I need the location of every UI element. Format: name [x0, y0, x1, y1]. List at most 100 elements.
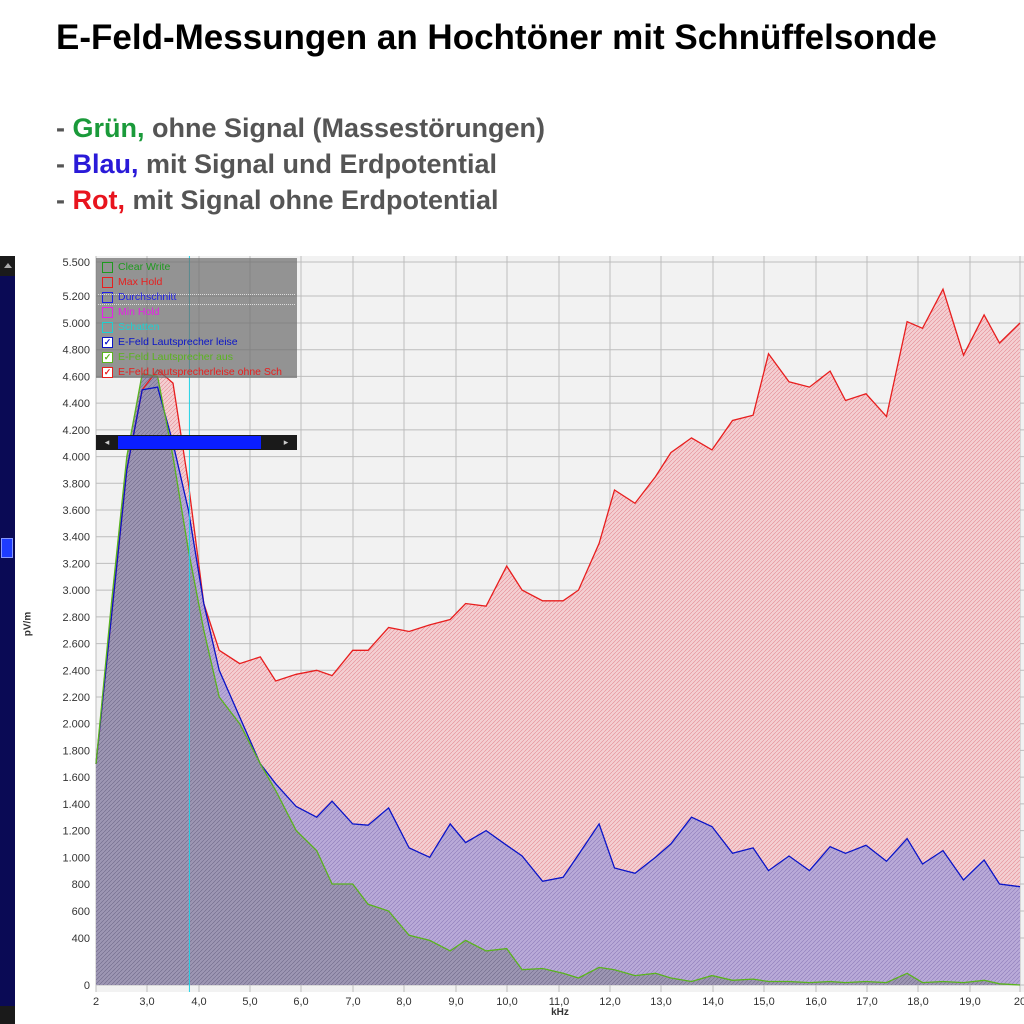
legend-label: E-Feld Lautsprecherleise ohne Sch	[118, 366, 283, 378]
legend-label: Min Hold	[118, 306, 160, 318]
legend-checkbox[interactable]: ✓	[102, 351, 113, 363]
y-tick-label: 4.600	[62, 371, 90, 383]
scroll-down-button[interactable]	[0, 1006, 15, 1024]
legend-separator	[98, 304, 295, 305]
bullet-prefix: -	[56, 113, 73, 143]
series-areas	[96, 289, 1020, 986]
y-tick-label: 400	[72, 933, 90, 945]
y-tick-labels: 0 400 600 800 1.000 1.200 1.400 1.600 1.800 2.000…	[62, 257, 90, 992]
y-tick-label: 4.200	[62, 425, 90, 437]
bullet-prefix: -	[56, 185, 73, 215]
chart-legend: Clear Write Max Hold Durchschnitt Min Hold S…	[96, 258, 297, 378]
y-tick-label: 3.600	[62, 505, 90, 517]
series-line	[95, 373, 1021, 986]
x-tick-label: 2	[93, 996, 99, 1008]
legend-label: Max Hold	[118, 276, 163, 288]
slider-thumb[interactable]	[118, 436, 261, 449]
x-tick-label: 18,0	[907, 996, 928, 1008]
y-tick-label: 800	[72, 879, 90, 891]
bullet-prefix: -	[56, 149, 73, 179]
legend-checkbox[interactable]	[102, 261, 113, 273]
y-tick-label: 1.800	[62, 745, 90, 757]
scrollbar-thumb[interactable]	[1, 538, 13, 558]
y-tick-label: 3.000	[62, 585, 90, 597]
bullet-text: mit Signal und Erdpotential	[138, 149, 498, 179]
y-tick-label: 4.400	[62, 398, 90, 410]
bullet-blue: - Blau, mit Signal und Erdpotential	[56, 149, 497, 180]
y-tick-label: 2.800	[62, 612, 90, 624]
vertical-scrollbar[interactable]	[0, 256, 15, 1024]
x-tick-label: 13,0	[650, 996, 671, 1008]
legend-label: Clear Write	[118, 261, 171, 273]
y-tick-label: 1.600	[62, 772, 90, 784]
legend-item[interactable]: ✓ E-Feld Lautsprecher aus	[102, 350, 233, 364]
bullet-green: - Grün, ohne Signal (Massestörungen)	[56, 113, 545, 144]
x-tick-label: 14,0	[702, 996, 723, 1008]
legend-label: E-Feld Lautsprecher leise	[118, 336, 238, 348]
x-tick-label: 10,0	[496, 996, 517, 1008]
series-lines	[95, 287, 1021, 986]
legend-label: Schatten	[118, 321, 160, 333]
x-tick-label: 9,0	[448, 996, 463, 1008]
legend-checkbox[interactable]	[102, 276, 113, 288]
y-tick-label: 1.400	[62, 799, 90, 811]
x-tick-label: 16,0	[805, 996, 826, 1008]
y-tick-label: 1.200	[62, 826, 90, 838]
bullet-text: mit Signal ohne Erdpotential	[124, 185, 499, 215]
x-tick-label: 12,0	[599, 996, 620, 1008]
y-tick-label: 1.000	[62, 852, 90, 864]
legend-item[interactable]: Min Hold	[102, 305, 159, 319]
x-tick-label: 7,0	[345, 996, 360, 1008]
legend-label: Durchschnitt	[118, 291, 177, 303]
bullet-keyword: Grün,	[72, 113, 145, 143]
y-tick-label: 5.200	[62, 291, 90, 303]
x-tick-labels: 2 3,0 4,0 5,0 6,0 7,0 8,0 9,0 10,0 11,0 12,0 13,0 14…	[93, 996, 1024, 1008]
x-tick-label: 4,0	[191, 996, 206, 1008]
legend-item[interactable]: Clear Write	[102, 260, 170, 274]
x-tick-label: 15,0	[753, 996, 774, 1008]
x-tick-label: 3,0	[139, 996, 154, 1008]
legend-checkbox[interactable]	[102, 306, 113, 318]
x-tick-label: 20	[1014, 996, 1024, 1008]
arrow-right-icon[interactable]: ▸	[283, 437, 289, 447]
bullet-red: - Rot, mit Signal ohne Erdpotential	[56, 185, 499, 216]
legend-item[interactable]: Schatten	[102, 320, 159, 334]
series-line	[95, 386, 1021, 888]
legend-item[interactable]: Max Hold	[102, 275, 162, 289]
legend-checkbox[interactable]: ✓	[102, 336, 113, 348]
y-tick-label: 3.400	[62, 532, 90, 544]
series-area	[96, 373, 1020, 985]
bullet-text: ohne Signal (Massestörungen)	[144, 113, 546, 143]
x-tick-label: 19,0	[959, 996, 980, 1008]
y-tick-label: 5.000	[62, 318, 90, 330]
legend-item[interactable]: ✓ E-Feld Lautsprecher leise	[102, 335, 238, 349]
y-tick-label: 600	[72, 906, 90, 918]
x-axis-label: kHz	[551, 1007, 569, 1018]
scroll-up-icon[interactable]	[0, 256, 15, 276]
y-tick-label: 2.600	[62, 639, 90, 651]
x-tick-label: 8,0	[396, 996, 411, 1008]
bullet-keyword: Blau,	[72, 149, 139, 179]
y-tick-label: 2.400	[62, 665, 90, 677]
legend-scroll-slider[interactable]: ◂ ▸	[96, 435, 297, 450]
x-tick-label: 11,0	[549, 996, 570, 1008]
y-tick-label: 4.000	[62, 452, 90, 464]
y-tick-label: 0	[84, 980, 90, 992]
legend-item[interactable]: Durchschnitt	[102, 290, 176, 304]
arrow-left-icon[interactable]: ◂	[104, 437, 110, 447]
legend-checkbox[interactable]: ✓	[102, 366, 113, 378]
legend-item[interactable]: ✓ E-Feld Lautsprecherleise ohne Sch	[102, 365, 282, 379]
legend-checkbox[interactable]	[102, 291, 113, 303]
y-tick-label: 3.800	[62, 478, 90, 490]
legend-checkbox[interactable]	[102, 321, 113, 333]
legend-label: E-Feld Lautsprecher aus	[118, 351, 233, 363]
y-tick-label: 2.200	[62, 692, 90, 704]
x-tick-label: 6,0	[293, 996, 308, 1008]
y-tick-label: 3.200	[62, 558, 90, 570]
y-tick-label: 5.500	[62, 257, 90, 269]
page-title: E-Feld-Messungen an Hochtöner mit Schnüf…	[56, 18, 937, 57]
y-tick-label: 2.000	[62, 719, 90, 731]
series-line	[95, 287, 1021, 764]
legend-separator	[98, 294, 295, 295]
